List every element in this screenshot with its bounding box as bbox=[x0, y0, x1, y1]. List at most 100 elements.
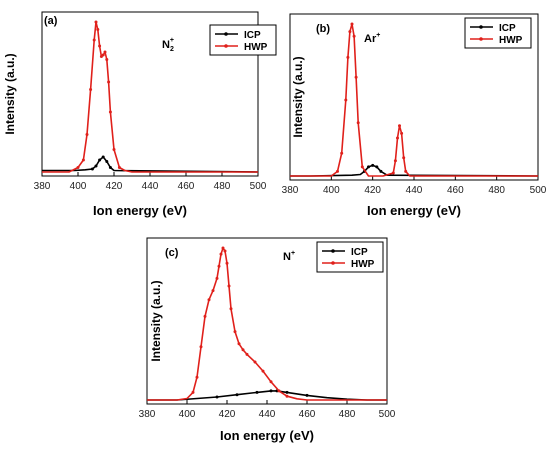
series-point-hwp bbox=[105, 58, 109, 61]
y-axis-label: Intensity (a.u.) bbox=[291, 56, 305, 137]
series-point-hwp bbox=[227, 284, 231, 288]
series-point-hwp bbox=[352, 34, 356, 38]
series-point-icp bbox=[367, 165, 370, 169]
x-tick-label: 400 bbox=[70, 181, 87, 192]
series-point-hwp bbox=[107, 80, 111, 84]
series-point-icp bbox=[371, 163, 375, 167]
legend-marker-icp bbox=[479, 25, 483, 29]
x-tick-label: 380 bbox=[34, 181, 51, 192]
series-point-hwp bbox=[211, 289, 215, 293]
series-point-hwp bbox=[229, 307, 233, 311]
series-point-icp bbox=[235, 393, 239, 397]
series-point-hwp bbox=[391, 171, 395, 175]
series-point-icp bbox=[215, 395, 219, 399]
series-point-hwp bbox=[404, 169, 408, 173]
legend-label-hwp: HWP bbox=[351, 259, 375, 270]
series-point-icp bbox=[94, 164, 98, 168]
series-group bbox=[147, 246, 387, 401]
series-point-hwp bbox=[223, 249, 227, 253]
x-tick-label: 480 bbox=[488, 185, 505, 196]
series-point-hwp bbox=[101, 53, 105, 57]
x-tick-label: 480 bbox=[214, 181, 231, 192]
series-point-icp bbox=[101, 155, 105, 159]
x-tick-label: 500 bbox=[379, 409, 396, 420]
series-point-icp bbox=[269, 389, 273, 393]
series-point-hwp bbox=[356, 121, 360, 125]
legend-marker-hwp bbox=[479, 37, 483, 41]
series-line-icp bbox=[290, 164, 538, 177]
series-point-icp bbox=[108, 166, 112, 169]
x-tick-label: 460 bbox=[299, 409, 316, 420]
series-point-hwp bbox=[348, 30, 352, 34]
y-axis-label: Intensity (a.u.) bbox=[149, 280, 163, 361]
x-tick-label: 400 bbox=[323, 185, 340, 196]
series-point-hwp bbox=[94, 20, 98, 24]
series-point-hwp bbox=[217, 264, 221, 268]
x-axis-label: Ion energy (eV) bbox=[367, 203, 461, 218]
series-point-hwp bbox=[402, 156, 406, 160]
y-axis-label: Intensity (a.u.) bbox=[3, 53, 17, 134]
legend-label-icp: ICP bbox=[244, 30, 261, 41]
series-point-hwp bbox=[396, 136, 399, 140]
series-point-hwp bbox=[215, 276, 219, 280]
series-point-hwp bbox=[225, 261, 229, 265]
panel-label: (b) bbox=[316, 23, 330, 35]
series-point-hwp bbox=[350, 22, 354, 26]
series-point-hwp bbox=[81, 158, 85, 162]
series-point-hwp bbox=[237, 342, 241, 346]
series-point-hwp bbox=[108, 110, 112, 114]
series-point-hwp bbox=[398, 124, 401, 128]
series-point-hwp bbox=[346, 55, 350, 59]
x-tick-label: 480 bbox=[339, 409, 356, 420]
x-tick-label: 440 bbox=[259, 409, 276, 420]
series-point-hwp bbox=[269, 380, 273, 384]
series-point-hwp bbox=[207, 298, 211, 302]
ion-label: N+ bbox=[283, 250, 295, 263]
x-tick-label: 440 bbox=[142, 181, 159, 192]
series-point-hwp bbox=[92, 38, 96, 42]
x-tick-label: 380 bbox=[139, 409, 156, 420]
x-tick-label: 460 bbox=[178, 181, 195, 192]
panel-label: (a) bbox=[44, 15, 58, 27]
x-tick-label: 500 bbox=[530, 185, 547, 196]
x-axis-label: Ion energy (eV) bbox=[93, 203, 187, 218]
series-point-icp bbox=[90, 167, 94, 171]
series-point-hwp bbox=[221, 246, 225, 250]
series-point-hwp bbox=[76, 166, 80, 169]
legend-label-icp: ICP bbox=[351, 247, 368, 258]
chart-panel-1: 380 400 420 440 460 480 500 Ion energy (eV) Inte… bbox=[3, 11, 277, 218]
series-group bbox=[290, 22, 538, 177]
panel-label: (c) bbox=[165, 247, 179, 259]
series-point-hwp bbox=[103, 50, 107, 54]
x-tick-label: 420 bbox=[219, 409, 236, 420]
ion-label: Ar+ bbox=[364, 32, 380, 45]
chart-panel-3: 380 400 420 440 460 480 500 Ion energy (eV) Inte… bbox=[139, 237, 396, 443]
series-point-hwp bbox=[112, 148, 116, 151]
ion-label: N2+ bbox=[162, 37, 174, 53]
series-point-hwp bbox=[340, 151, 344, 155]
series-point-hwp bbox=[85, 133, 89, 136]
series-point-icp bbox=[375, 165, 379, 169]
series-point-hwp bbox=[199, 345, 203, 349]
series-point-hwp bbox=[354, 75, 358, 79]
series-point-hwp bbox=[89, 88, 93, 91]
series-point-hwp bbox=[253, 360, 257, 364]
x-tick-label: 460 bbox=[447, 185, 464, 196]
x-tick-label: 420 bbox=[364, 185, 381, 196]
legend-marker-icp bbox=[224, 32, 228, 36]
x-tick-label: 380 bbox=[282, 185, 299, 196]
series-point-hwp bbox=[96, 28, 100, 31]
series-point-hwp bbox=[98, 44, 102, 48]
series-point-hwp bbox=[203, 314, 207, 318]
series-point-hwp bbox=[261, 369, 265, 373]
x-tick-label: 500 bbox=[250, 181, 267, 192]
legend-marker-hwp bbox=[224, 44, 228, 48]
series-point-icp bbox=[285, 390, 289, 394]
legend-box bbox=[209, 24, 277, 56]
legend-box bbox=[316, 241, 384, 273]
series-line-icp bbox=[147, 390, 387, 401]
legend-marker-icp bbox=[331, 249, 335, 253]
